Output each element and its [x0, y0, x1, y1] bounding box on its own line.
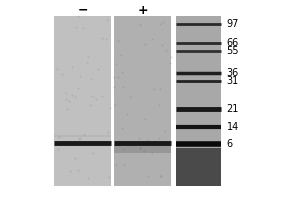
Text: 97: 97: [226, 19, 239, 29]
Bar: [176, 148, 220, 186]
Bar: [114, 16, 171, 186]
Text: 31: 31: [226, 76, 239, 86]
Bar: [54, 143, 111, 145]
Bar: [54, 16, 111, 186]
Text: 66: 66: [226, 38, 239, 48]
Text: 55: 55: [226, 46, 239, 56]
Text: −: −: [77, 3, 88, 17]
Text: 6: 6: [226, 139, 232, 149]
Bar: [176, 16, 220, 186]
Bar: [54, 135, 111, 137]
Text: 14: 14: [226, 122, 239, 132]
Text: +: +: [137, 3, 148, 17]
Text: 21: 21: [226, 104, 239, 114]
Text: 36: 36: [226, 68, 239, 78]
Bar: [114, 145, 171, 153]
